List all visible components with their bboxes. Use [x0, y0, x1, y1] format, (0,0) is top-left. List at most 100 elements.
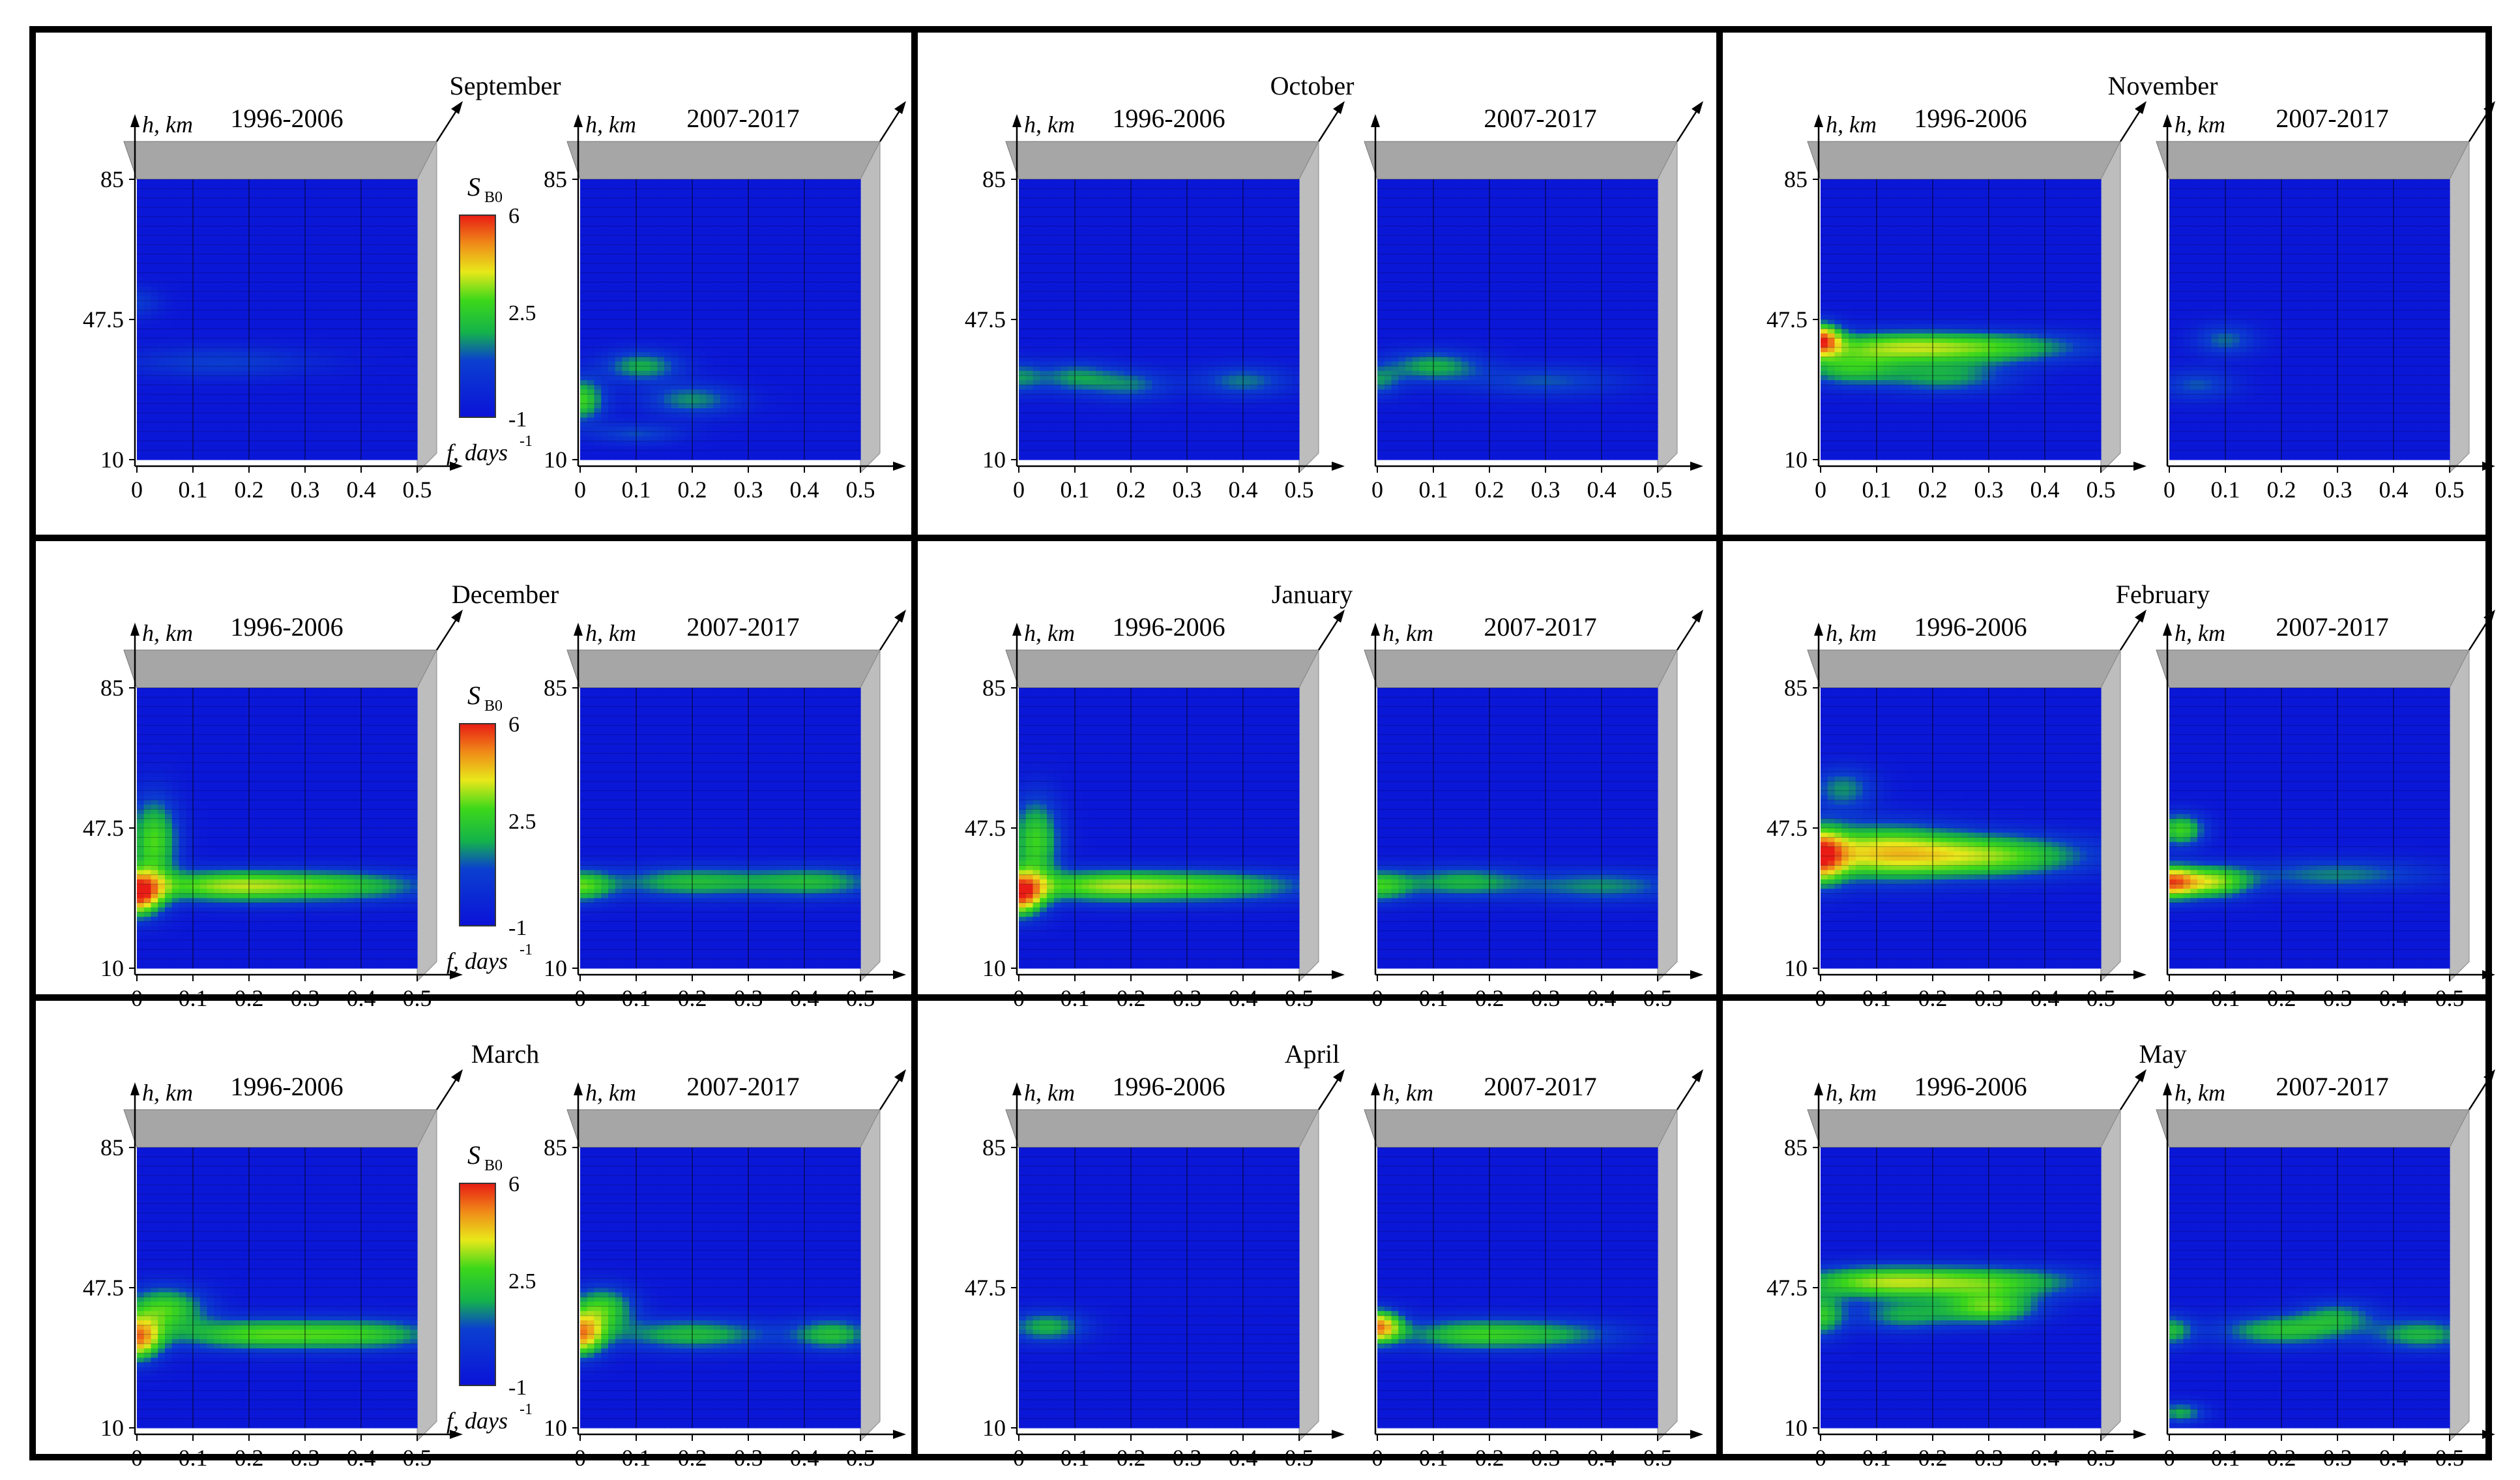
heatmap-cell [361, 348, 369, 353]
heatmap-cell [340, 426, 348, 432]
heatmap-cell [410, 408, 418, 413]
heatmap-cell [615, 389, 623, 395]
heatmap-cell [179, 398, 186, 404]
heatmap-cell [242, 184, 250, 189]
heatmap-cell [291, 282, 299, 288]
heatmap-cell [601, 404, 609, 409]
heatmap-cell [221, 408, 229, 413]
x-tick-label: 0.2 [235, 477, 264, 503]
heatmap-cell [326, 202, 334, 208]
heatmap-cell [319, 282, 327, 288]
heatmap-cell [594, 230, 602, 236]
heatmap-cell [692, 370, 700, 376]
heatmap-cell [207, 333, 214, 339]
heatmap-cell [587, 380, 595, 385]
heatmap-cell [319, 352, 327, 357]
heatmap-cell [368, 282, 376, 288]
heatmap-cell [769, 333, 777, 339]
heatmap-cell [340, 342, 348, 348]
heatmap-cell [713, 413, 721, 419]
heatmap-cell [699, 436, 707, 441]
heatmap-cell [580, 385, 588, 391]
heatmap-cell [396, 445, 404, 451]
heatmap-cell [839, 394, 847, 400]
heatmap-cell [580, 338, 588, 344]
heatmap-cell [235, 212, 242, 217]
heatmap-cell [643, 277, 651, 283]
heatmap-cell [256, 244, 264, 250]
heatmap-cell [594, 352, 602, 357]
heatmap-cell [319, 417, 327, 423]
heatmap-cell [762, 235, 770, 241]
heatmap-cell [587, 338, 595, 344]
heatmap-cell [361, 282, 369, 288]
heatmap-cell [797, 212, 805, 217]
y-tick-label: 47.5 [83, 306, 124, 333]
heatmap-cell [410, 417, 418, 423]
heatmap-cell [720, 413, 728, 419]
heatmap-cell [207, 398, 214, 404]
heatmap-cell [671, 291, 679, 297]
heatmap-cell [818, 258, 826, 264]
heatmap-cell [762, 380, 770, 385]
heatmap-cell [818, 338, 826, 344]
heatmap-cell [396, 422, 404, 428]
heatmap-cell [396, 413, 404, 419]
heatmap-cell [291, 450, 299, 456]
heatmap-cell [671, 445, 679, 451]
heatmap-cell [734, 216, 742, 222]
heatmap-cell [221, 417, 229, 423]
heatmap-cell [615, 445, 623, 451]
heatmap-cell [846, 216, 854, 222]
heatmap-cell [319, 305, 327, 311]
heatmap-cell [277, 394, 285, 400]
heatmap-cell [783, 193, 791, 199]
heatmap-cell [347, 357, 355, 363]
heatmap-cell [340, 305, 348, 311]
heatmap-cell [601, 389, 609, 395]
heatmap-cell [270, 398, 278, 404]
heatmap-cell [720, 212, 728, 217]
heatmap-cell [1187, 179, 1195, 185]
heatmap-cell [769, 286, 777, 292]
heatmap-cell [769, 296, 777, 301]
heatmap-cell [825, 216, 833, 222]
heatmap-cell [235, 249, 242, 255]
heatmap-cell [207, 394, 214, 400]
heatmap-cell [249, 268, 257, 273]
heatmap-cell [326, 198, 334, 203]
heatmap-cell [263, 273, 271, 278]
heatmap-cell [692, 348, 700, 353]
heatmap-cell [727, 422, 735, 428]
heatmap-cell [368, 394, 376, 400]
heatmap-cell [242, 207, 250, 213]
heatmap-cell [305, 301, 313, 306]
heatmap-cell [396, 230, 404, 236]
heatmap-cell [650, 426, 658, 432]
heatmap-cell [650, 249, 658, 255]
heatmap-cell [622, 305, 630, 311]
heatmap-cell [832, 352, 840, 357]
heatmap-cell [839, 277, 847, 283]
heatmap-cell [832, 179, 840, 185]
heatmap-cell [657, 277, 665, 283]
heatmap-cell [284, 221, 292, 227]
heatmap-cell [853, 184, 861, 189]
heatmap-cell [692, 310, 700, 316]
heatmap-cell [284, 319, 292, 325]
heatmap-cell [797, 436, 805, 441]
heatmap-cell [678, 352, 686, 357]
heatmap-cell [608, 301, 616, 306]
heatmap-cell [671, 282, 679, 288]
heatmap-cell [298, 338, 306, 344]
heatmap-cell [227, 422, 236, 428]
heatmap-cell [221, 305, 229, 311]
heatmap-cell [347, 305, 355, 311]
heatmap-cell [832, 282, 840, 288]
heatmap-cell [207, 454, 214, 460]
heatmap-cell [186, 333, 194, 339]
heatmap-cell [699, 380, 707, 385]
heatmap-cell [207, 188, 214, 194]
heatmap-cell [657, 226, 665, 231]
